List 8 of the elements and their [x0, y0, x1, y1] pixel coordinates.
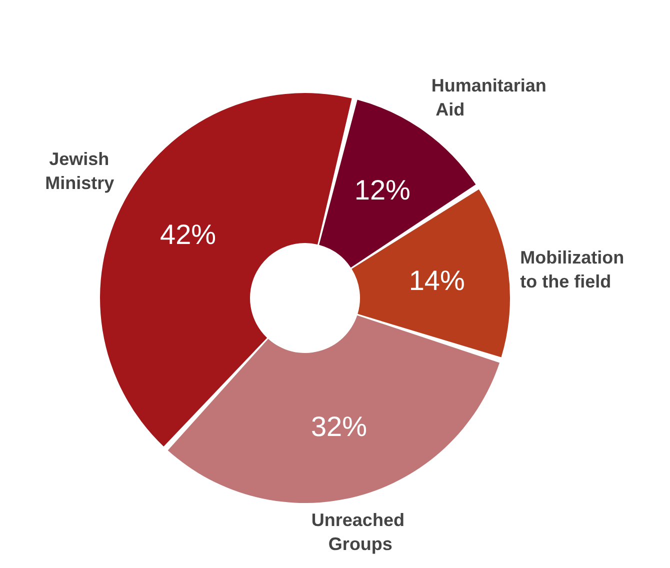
slice-label: Unreached Groups [311, 510, 410, 554]
data-label: 12% [354, 174, 410, 206]
data-label: 32% [310, 411, 367, 442]
data-label: 42% [160, 219, 216, 250]
slice-label: Jewish Ministry [45, 148, 114, 193]
slice-label: Humanitarian Aid [431, 76, 546, 120]
slice-label: Mobilization to the field [520, 247, 630, 292]
data-label: 14% [408, 264, 465, 296]
